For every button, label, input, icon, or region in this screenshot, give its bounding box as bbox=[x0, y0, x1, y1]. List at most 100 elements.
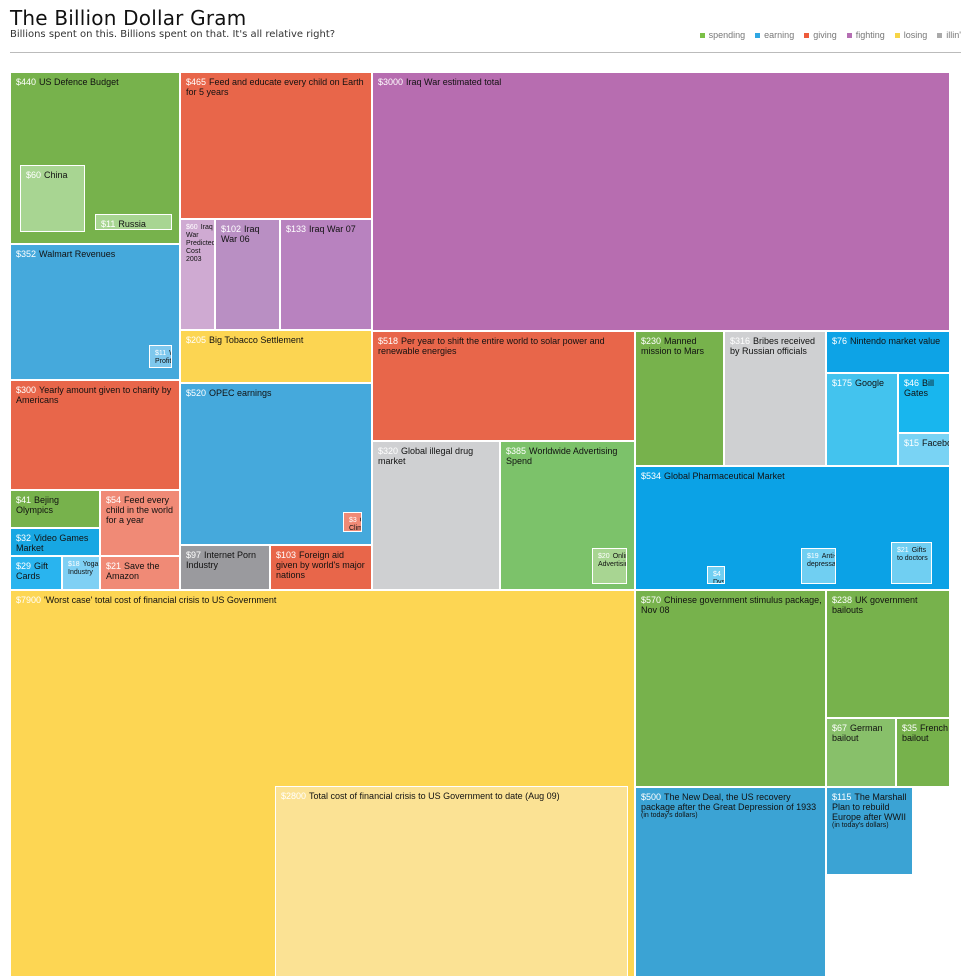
tile-amount: $29 bbox=[16, 561, 32, 571]
legend-item: spending bbox=[699, 30, 746, 40]
tile-text: Big Tobacco Settlement bbox=[209, 335, 304, 345]
tile-text: Gift Cards bbox=[16, 561, 49, 581]
tile-amount: $300 bbox=[16, 385, 37, 395]
legend-label: earning bbox=[764, 30, 795, 40]
tile-note: (in today's dollars) bbox=[641, 812, 698, 819]
tile-text: Walmart Profits bbox=[155, 350, 172, 365]
tile-label: $385 Worldwide Advertising Spend bbox=[506, 446, 631, 466]
treemap-tile: $103 Foreign aid given by world's major n… bbox=[270, 545, 372, 590]
tile-label: $300 Yearly amount given to charity by Am… bbox=[16, 385, 176, 405]
legend-label: losing bbox=[903, 30, 928, 40]
tile-amount: $102 bbox=[221, 224, 242, 234]
tile-label: $238 UK government bailouts bbox=[832, 595, 946, 615]
tile-label: $440 US Defence Budget bbox=[16, 77, 176, 87]
tile-label: $76 Nintendo market value bbox=[832, 336, 946, 346]
tile-text: Iraq War 07 bbox=[309, 224, 356, 234]
tile-text: Anti-depressants bbox=[807, 553, 836, 568]
tile-text: Iraq War bbox=[186, 224, 213, 239]
legend-swatch bbox=[846, 32, 852, 38]
tile-text: Facebook bbox=[922, 438, 949, 448]
tile-note: (in today's dollars) bbox=[832, 822, 889, 829]
tile-label: $103 Foreign aid given by world's major n… bbox=[276, 550, 368, 580]
tile-amount: $518 bbox=[378, 336, 399, 346]
tile-amount: $230 bbox=[641, 336, 662, 346]
treemap-tile: $3000 Iraq War estimated total bbox=[372, 72, 950, 331]
tile-amount: $21 bbox=[897, 547, 909, 554]
tile-amount: $2800 bbox=[281, 791, 307, 801]
tile-label: $97 Internet Porn Industry bbox=[186, 550, 266, 570]
tile-label: $520 OPEC earnings bbox=[186, 388, 368, 398]
legend-item: losing bbox=[894, 30, 928, 40]
tile-text: The Marshall Plan to rebuild Europe afte… bbox=[832, 792, 907, 822]
tile-label: $230 Manned mission to Mars bbox=[641, 336, 720, 356]
tile-label: $29 Gift Cards bbox=[16, 561, 58, 581]
tile-label: $518 Per year to shift the entire world t… bbox=[378, 336, 631, 356]
treemap-tile: $238 UK government bailouts bbox=[826, 590, 950, 718]
tile-label: $175 Google bbox=[832, 378, 894, 388]
legend-swatch bbox=[894, 32, 900, 38]
tile-label: $18 Yoga Industry bbox=[68, 561, 98, 577]
treemap-tile: $46 Bill Gates bbox=[898, 373, 950, 433]
legend-label: spending bbox=[708, 30, 746, 40]
tile-label: $3OPEC Climate Change Fund bbox=[349, 517, 361, 531]
treemap-tile: $320 Global illegal drug market bbox=[372, 441, 500, 590]
tile-amount: $7900 bbox=[16, 595, 42, 605]
treemap-tile: $115 The Marshall Plan to rebuild Europe … bbox=[826, 787, 913, 875]
treemap-tile: $175 Google bbox=[826, 373, 898, 466]
treemap-tile: $29 Gift Cards bbox=[10, 556, 62, 590]
tile-text: UK government bailouts bbox=[832, 595, 918, 615]
tile-label: $15Facebook bbox=[904, 438, 949, 448]
tile-label: $21 Gifts to doctors bbox=[897, 547, 928, 563]
legend-label: giving bbox=[813, 30, 837, 40]
treemap-tile: $41 Bejing Olympics bbox=[10, 490, 100, 528]
legend-swatch bbox=[804, 32, 810, 38]
tile-amount: $238 bbox=[832, 595, 853, 605]
tile-amount: $205 bbox=[186, 335, 207, 345]
treemap-tile: $11 Russia bbox=[95, 214, 172, 230]
tile-text: Save the Amazon bbox=[106, 561, 160, 581]
tile-text: Chinese government stimulus package, Nov… bbox=[641, 595, 822, 615]
tile-text: Manned mission to Mars bbox=[641, 336, 705, 356]
treemap-tile: $15Facebook bbox=[898, 433, 950, 466]
tile-amount: $352 bbox=[16, 249, 37, 259]
chart-subtitle: Billions spent on this. Billions spent o… bbox=[10, 29, 336, 40]
tile-label: $32 Video Games Market bbox=[16, 533, 96, 553]
tile-amount: $4 bbox=[713, 571, 721, 578]
tile-text: OPEC earnings bbox=[209, 388, 272, 398]
legend: spending earning giving fighting losing illin… bbox=[699, 30, 961, 40]
tile-label: $60 Iraq War Predicted Cost 2003 bbox=[186, 224, 214, 264]
tile-text: OPEC Climate Change Fund bbox=[349, 517, 361, 532]
tile-amount: $97 bbox=[186, 550, 202, 560]
tile-amount: $520 bbox=[186, 388, 207, 398]
tile-label: $67 German bailout bbox=[832, 723, 892, 743]
tile-amount: $500 bbox=[641, 792, 662, 802]
treemap-tile: $97 Internet Porn Industry bbox=[180, 545, 270, 590]
tile-amount: $67 bbox=[832, 723, 848, 733]
legend-item: giving bbox=[804, 30, 837, 40]
treemap-tile: $316 Bribes received by Russian officials bbox=[724, 331, 826, 466]
tile-label: $115 The Marshall Plan to rebuild Europe … bbox=[832, 792, 909, 830]
tile-amount: $11 bbox=[101, 219, 116, 229]
tile-label: $465 Feed and educate every child on Eart… bbox=[186, 77, 368, 97]
tile-amount: $11 bbox=[155, 350, 167, 357]
tile-text: Nintendo market value bbox=[850, 336, 941, 346]
treemap-tile: $2800 Total cost of financial crisis to U… bbox=[275, 786, 628, 977]
tile-amount: $316 bbox=[730, 336, 751, 346]
tile-text: Global Pharmaceutical Market bbox=[664, 471, 785, 481]
tile-text: Erectile Dysfunction bbox=[713, 571, 725, 584]
treemap-tile: $205 Big Tobacco Settlement bbox=[180, 330, 372, 383]
legend-swatch bbox=[755, 32, 761, 38]
treemap-tile: $32 Video Games Market bbox=[10, 528, 100, 556]
tile-text: Global illegal drug market bbox=[378, 446, 474, 466]
tile-text: Iraq War estimated total bbox=[406, 77, 502, 87]
tile-label: $11 Russia bbox=[101, 219, 168, 229]
tile-label: $320 Global illegal drug market bbox=[378, 446, 496, 466]
legend-swatch bbox=[937, 32, 943, 38]
tile-text: Feed and educate every child on Earth fo… bbox=[186, 77, 364, 97]
tile-amount: $41 bbox=[16, 495, 32, 505]
tile-amount: $440 bbox=[16, 77, 37, 87]
tile-amount: $570 bbox=[641, 595, 662, 605]
